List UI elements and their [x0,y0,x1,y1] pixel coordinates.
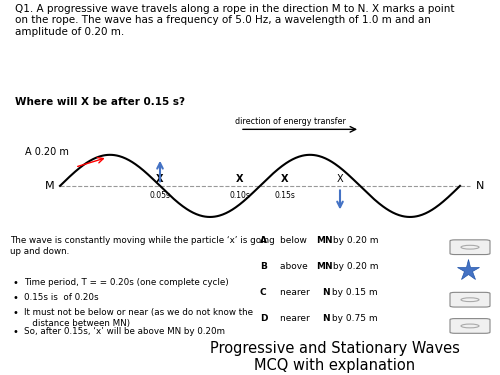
FancyBboxPatch shape [450,240,490,255]
Text: D: D [260,314,268,323]
Text: A 0.20 m: A 0.20 m [25,147,69,157]
Text: by 0.20 m: by 0.20 m [330,262,378,271]
Text: Q1. A progressive wave travels along a rope in the direction M to N. X marks a p: Q1. A progressive wave travels along a r… [15,4,454,37]
Text: •: • [12,308,18,318]
Text: A: A [260,236,267,244]
Text: N: N [322,314,330,323]
Text: X: X [156,174,164,184]
Text: by 0.75 m: by 0.75 m [329,314,378,323]
Text: It must not be below or near (as we do not know the
   distance between MN): It must not be below or near (as we do n… [24,308,253,328]
Text: direction of energy transfer: direction of energy transfer [234,117,346,126]
Text: N: N [322,288,330,297]
Text: •: • [12,293,18,303]
Text: 0.10s: 0.10s [230,192,250,201]
FancyBboxPatch shape [450,292,490,307]
Text: by 0.20 m: by 0.20 m [330,236,378,244]
Text: Progressive and Stationary Waves: Progressive and Stationary Waves [210,341,460,356]
FancyBboxPatch shape [450,319,490,333]
Text: by 0.15 m: by 0.15 m [329,288,378,297]
Text: The wave is constantly moving while the particle ‘x’ is going
up and down.: The wave is constantly moving while the … [10,236,275,256]
Text: nearer: nearer [280,288,312,297]
Text: above: above [280,262,310,271]
Text: nearer: nearer [280,314,312,323]
Text: •: • [12,278,18,288]
Text: 0.15s: 0.15s [274,192,295,201]
Text: MCQ with explanation: MCQ with explanation [254,358,416,373]
Text: X: X [281,174,289,184]
Text: N: N [476,181,484,191]
Text: X: X [236,174,244,184]
Text: MN: MN [316,236,332,244]
Text: MN: MN [316,262,332,271]
Text: Time period, T = = 0.20s (one complete cycle): Time period, T = = 0.20s (one complete c… [24,278,229,286]
Text: Where will X be after 0.15 s?: Where will X be after 0.15 s? [15,96,185,106]
Text: B: B [260,262,267,271]
Text: 0.15s is  of 0.20s: 0.15s is of 0.20s [24,293,99,302]
Text: X: X [336,174,344,184]
Text: 0.05s: 0.05s [150,192,171,201]
Text: •: • [12,327,18,337]
Text: So, after 0.15s, ‘x’ will be above MN by 0.20m: So, after 0.15s, ‘x’ will be above MN by… [24,327,225,336]
Text: below: below [280,236,310,244]
Text: M: M [45,181,55,191]
Text: C: C [260,288,266,297]
